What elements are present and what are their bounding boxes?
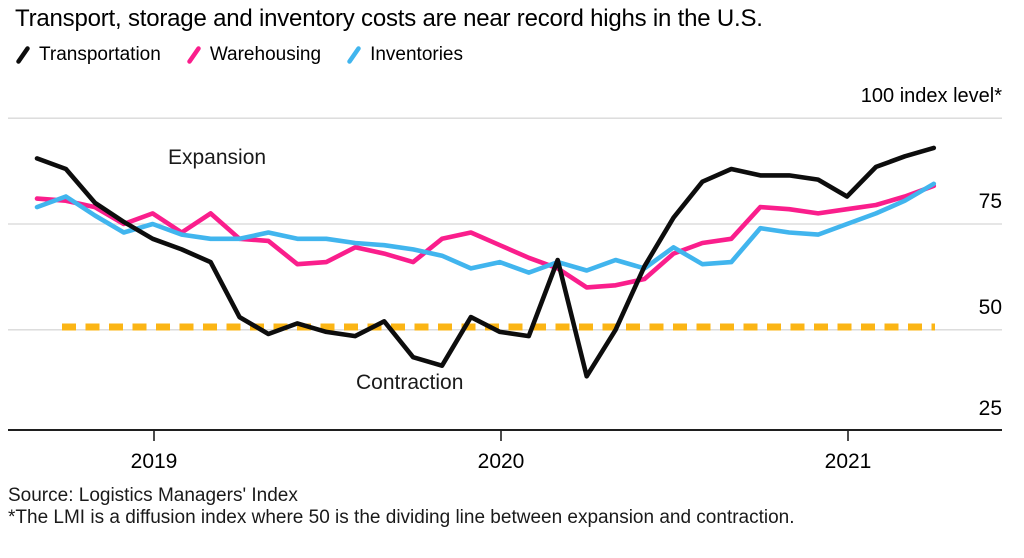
series-transportation-line (34, 145, 937, 379)
transportation-slash-icon (16, 46, 30, 64)
warehousing-slash-icon (187, 46, 201, 64)
expansion-label: Expansion (168, 146, 267, 169)
series-warehousing-line (34, 183, 937, 290)
y-tick-75: 75 (978, 190, 1002, 213)
y-axis-unit-label: 100 index level* (860, 85, 1002, 107)
footnote: *The LMI is a diffusion index where 50 i… (8, 507, 795, 528)
y-tick-25: 25 (978, 397, 1002, 420)
y-tick-50: 50 (978, 296, 1002, 319)
legend: Transportation Warehousing Inventories (16, 44, 463, 66)
legend-label-transportation: Transportation (39, 44, 161, 65)
x-tick-2019: 2019 (130, 450, 178, 473)
legend-label-inventories: Inventories (370, 44, 464, 65)
legend-label-warehousing: Warehousing (209, 44, 322, 65)
legend-item-inventories: Inventories (347, 44, 463, 66)
contraction-label: Contraction (356, 371, 464, 394)
series-inventories-line (34, 181, 937, 275)
x-tick-2020: 2020 (477, 450, 525, 473)
x-tick-2021: 2021 (824, 450, 872, 473)
inventories-slash-icon (347, 46, 361, 64)
legend-item-warehousing: Warehousing (187, 44, 321, 66)
source-note: Source: Logistics Managers' Index (8, 485, 298, 506)
page-title: Transport, storage and inventory costs a… (15, 5, 763, 32)
legend-item-transportation: Transportation (16, 44, 161, 66)
